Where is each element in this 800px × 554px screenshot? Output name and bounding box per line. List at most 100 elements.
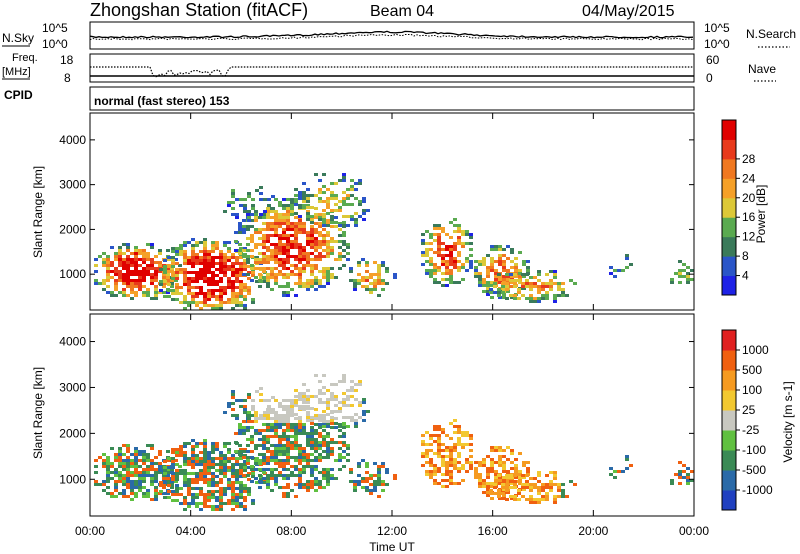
velocity-cell [498, 449, 502, 452]
velocity-cell [425, 449, 429, 452]
velocity-cell [314, 447, 318, 450]
velocity-cell [342, 416, 346, 419]
velocity-cell [195, 460, 199, 463]
velocity-cell [278, 447, 282, 450]
velocity-cell [453, 449, 457, 452]
power-cell [219, 307, 223, 310]
power-cell [290, 213, 294, 216]
power-cell [306, 258, 310, 261]
velocity-cell [429, 473, 433, 476]
power-cell [239, 292, 243, 295]
velocity-cell [302, 471, 306, 474]
velocity-cell [171, 457, 175, 460]
velocity-cell [270, 444, 274, 447]
power-cell [203, 295, 207, 298]
velocity-cell [322, 419, 326, 422]
velocity-cell [670, 479, 674, 482]
velocity-cell [298, 426, 302, 429]
velocity-cell [678, 461, 682, 464]
power-cell [223, 259, 227, 262]
velocity-cell [274, 456, 278, 459]
velocity-cell [529, 498, 533, 501]
power-cell [381, 261, 385, 264]
power-cell [171, 274, 175, 277]
power-cell [302, 258, 306, 261]
velocity-cell [203, 481, 207, 484]
power-cell [130, 258, 134, 261]
velocity-cell [346, 425, 350, 428]
nave-tick-bottom: 0 [706, 71, 713, 85]
power-cell [278, 204, 282, 207]
velocity-cell [509, 480, 513, 483]
velocity-cell [278, 402, 282, 405]
velocity-cell [207, 451, 211, 454]
power-cell [94, 270, 98, 273]
velocity-cell [298, 450, 302, 453]
velocity-cell [219, 508, 223, 511]
velocity-cell [247, 417, 251, 420]
power-cell [437, 227, 441, 230]
velocity-cell [517, 489, 521, 492]
velocity-cell [227, 484, 231, 487]
velocity-cell [381, 489, 385, 492]
power-cell [302, 206, 306, 209]
power-cell [569, 279, 573, 282]
velocity-cell [306, 395, 310, 398]
velocity-cell [166, 450, 170, 453]
power-cell [437, 281, 441, 284]
velocity-cell [322, 435, 326, 438]
velocity-cell [106, 456, 110, 459]
velocity-cell [322, 429, 326, 432]
velocity-cell [254, 414, 258, 417]
velocity-cell [223, 466, 227, 469]
velocity-cell [314, 441, 318, 444]
velocity-cell [191, 481, 195, 484]
velocity-cell [163, 466, 167, 469]
power-cell [310, 240, 314, 243]
power-cell [510, 281, 514, 284]
power-cell [326, 276, 330, 279]
velocity-cell [234, 450, 238, 453]
velocity-cell [114, 489, 118, 492]
velocity-cell [478, 461, 482, 464]
velocity-cell [306, 480, 310, 483]
velocity-cell [350, 419, 354, 422]
power-cell [497, 294, 501, 297]
velocity-cell [314, 423, 318, 426]
power-cell [247, 277, 251, 280]
velocity-cell [346, 389, 350, 392]
velocity-cell [457, 467, 461, 470]
power-cell [154, 297, 158, 300]
velocity-cell [306, 398, 310, 401]
power-cell [223, 271, 227, 274]
power-cell [478, 263, 482, 266]
velocity-cell [122, 462, 126, 465]
velocity-cell [238, 426, 242, 429]
power-cell [425, 269, 429, 272]
power-cell [302, 191, 306, 194]
velocity-cell [195, 454, 199, 457]
power-cell [514, 263, 518, 266]
power-cell [138, 264, 142, 267]
velocity-cell [243, 399, 247, 402]
power-cell [678, 281, 682, 284]
velocity-cell [118, 447, 122, 450]
power-cell [302, 285, 306, 288]
velocity-cell [114, 486, 118, 489]
power-cell [254, 216, 258, 219]
velocity-cell [461, 434, 465, 437]
velocity-cell [150, 480, 154, 483]
power-cell [259, 277, 263, 280]
power-cell [437, 239, 441, 242]
power-cell [278, 243, 282, 246]
velocity-cell [250, 465, 254, 468]
power-cell [278, 249, 282, 252]
power-cell [298, 206, 302, 209]
power-cell [486, 269, 490, 272]
power-cell [231, 207, 235, 210]
velocity-cell [171, 499, 175, 502]
velocity-cell [266, 474, 270, 477]
power-cell [457, 254, 461, 257]
velocity-cell [179, 445, 183, 448]
power-cell [203, 241, 207, 244]
